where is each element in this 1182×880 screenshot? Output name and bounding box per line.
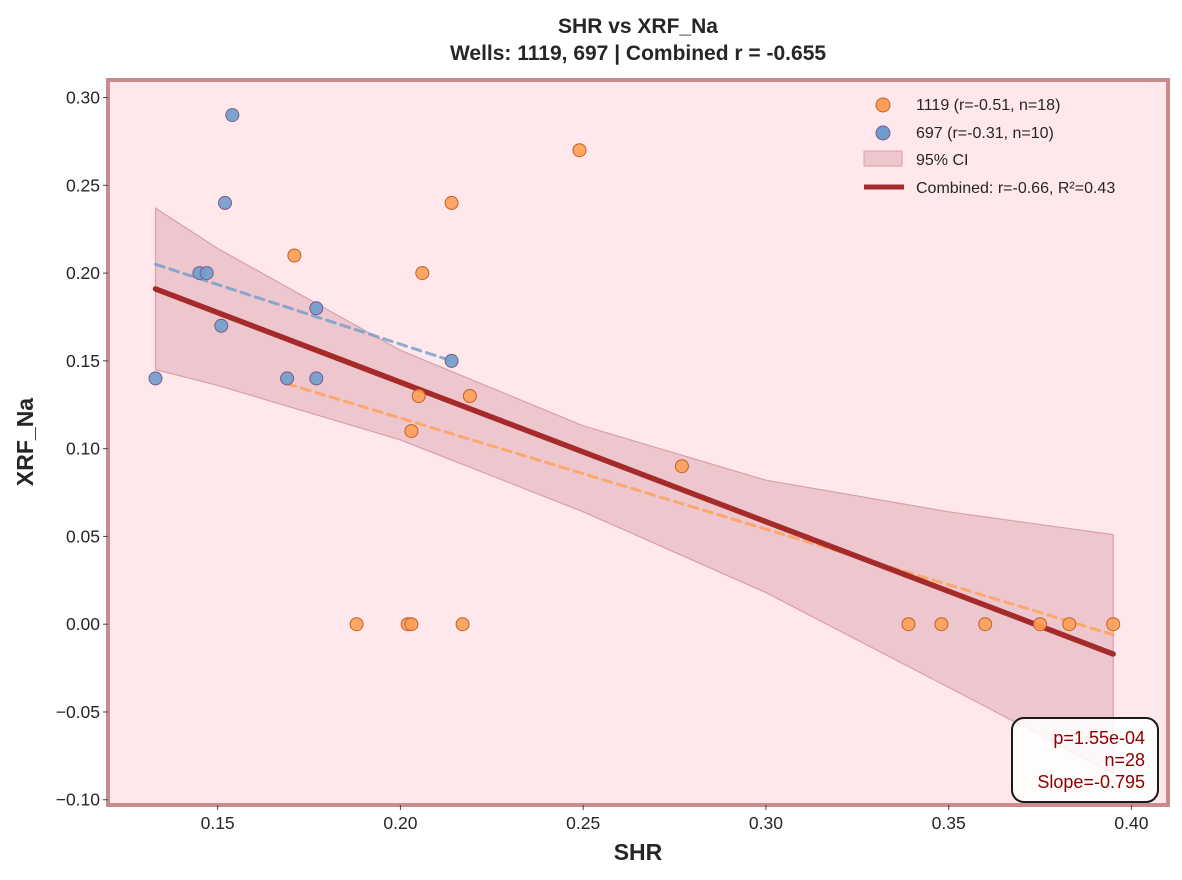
well-1119-point-6 [415,266,430,281]
plot-frame [106,78,1170,807]
points-1119 [287,143,1121,632]
y-axis-ticks: 0.30 0.25 0.20 0.15 0.10 0.05 0.00 −0.05 −0.10 [56,88,108,810]
well-1119-point-16 [1062,617,1077,632]
well-1119-point-14 [978,617,993,632]
y-tick-label: −0.05 [56,702,100,722]
y-tick-label: 0.25 [66,175,100,195]
well-1119-point-7 [444,195,459,210]
y-tick-label: 0.20 [66,263,100,283]
y-tick-label: 0.05 [66,526,100,546]
y-tick-label: 0.10 [66,439,100,459]
well-697-point-0 [148,371,163,386]
well-1119-point-17 [1106,617,1121,632]
well-697-point-2 [199,266,214,281]
points-697 [148,108,459,386]
y-axis-label: XRF_Na [12,398,38,486]
well-1119-point-9 [462,389,477,403]
fit-line-1119 [285,382,1115,637]
x-axis-label: SHR [614,839,663,865]
well-1119-point-15 [1033,617,1048,632]
legend: 1119 (r=-0.51, n=18) 697 (r=-0.31, n=10)… [863,97,1115,197]
x-tick-label: 0.15 [201,813,235,833]
well-1119-point-10 [572,143,587,158]
legend-label-combined: Combined: r=-0.66, R²=0.43 [916,180,1115,197]
stats-n: n=28 [1104,750,1145,770]
well-1119-point-4 [404,424,419,439]
x-tick-label: 0.30 [749,813,783,833]
well-1119-point-0 [287,248,302,263]
well-1119-point-8 [455,617,470,632]
legend-marker-ci [863,150,903,167]
well-697-point-6 [280,371,295,386]
well-697-point-8 [309,371,324,386]
y-tick-label: 0.30 [66,88,100,108]
well-1119-point-1 [349,617,364,632]
well-1119-point-3 [404,617,419,632]
well-697-point-4 [218,195,232,210]
well-1119-point-11 [674,459,689,474]
well-1119-point-5 [411,389,426,403]
x-tick-label: 0.40 [1114,813,1148,833]
chart-title: SHR vs XRF_Na [558,15,718,38]
x-tick-label: 0.20 [383,813,417,833]
legend-label-1119: 1119 (r=-0.51, n=18) [916,97,1060,114]
well-697-point-5 [225,108,240,123]
well-697-point-7 [309,301,324,316]
y-tick-label: 0.00 [66,614,100,634]
y-tick-label: 0.15 [66,351,100,371]
fit-line-combined [152,286,1116,657]
stats-slope: Slope=-0.795 [1037,772,1145,792]
x-tick-label: 0.35 [932,813,966,833]
x-axis-ticks: 0.15 0.20 0.25 0.30 0.35 0.40 [201,805,1149,833]
x-tick-label: 0.25 [566,813,600,833]
legend-marker-697 [875,125,891,141]
stats-box-frame [1011,717,1159,803]
fit-line-697 [154,262,454,363]
legend-label-697: 697 (r=-0.31, n=10) [916,125,1054,142]
legend-marker-1119 [875,97,891,113]
well-697-point-3 [214,318,229,333]
chart-subtitle: Wells: 1119, 697 | Combined r = -0.655 [450,42,826,65]
y-tick-label: −0.10 [56,790,101,810]
stats-box: p=1.55e-04 n=28 Slope=-0.795 [1011,717,1159,803]
well-1119-point-12 [901,617,916,632]
well-697-point-9 [444,353,459,368]
well-1119-point-13 [934,617,949,632]
legend-label-ci: 95% CI [916,152,968,169]
stats-p-value: p=1.55e-04 [1053,728,1145,748]
